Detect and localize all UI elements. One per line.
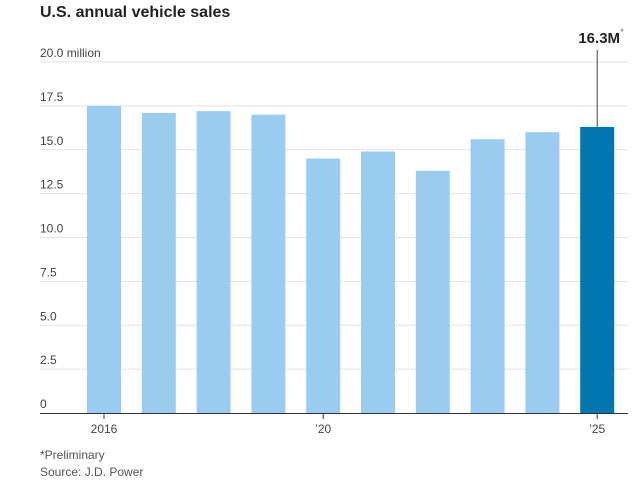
y-tick-label: 17.5: [40, 90, 64, 104]
callout-label: 16.3M: [578, 30, 620, 47]
footnote-source: Source: J.D. Power: [40, 465, 144, 479]
y-tick-label: 0: [40, 397, 47, 411]
bar-2023: [470, 139, 505, 413]
y-tick-label: 5.0: [40, 309, 57, 323]
x-tick-label: ’20: [315, 422, 331, 436]
y-tick-label: 20.0 million: [40, 46, 101, 60]
y-tick-label: 2.5: [40, 353, 57, 367]
bar-2025: [580, 126, 615, 413]
chart-title: U.S. annual vehicle sales: [40, 4, 231, 21]
bar-2020: [306, 158, 341, 413]
bar-2017: [141, 112, 176, 414]
bar-2018: [196, 111, 231, 413]
y-tick-label: 12.5: [40, 178, 64, 192]
bar-2022: [415, 170, 450, 413]
callout-marker: *: [620, 27, 624, 37]
bar-2016: [87, 105, 121, 413]
bar-2021: [361, 151, 395, 413]
bar-2024: [525, 132, 560, 413]
y-tick-label: 7.5: [40, 265, 57, 279]
x-tick-label: ’25: [589, 422, 605, 436]
x-tick-label: 2016: [91, 422, 118, 436]
footnote-preliminary: *Preliminary: [40, 448, 105, 462]
y-tick-label: 10.0: [40, 222, 64, 236]
y-tick-label: 15.0: [40, 134, 64, 148]
bar-2019: [251, 114, 286, 414]
